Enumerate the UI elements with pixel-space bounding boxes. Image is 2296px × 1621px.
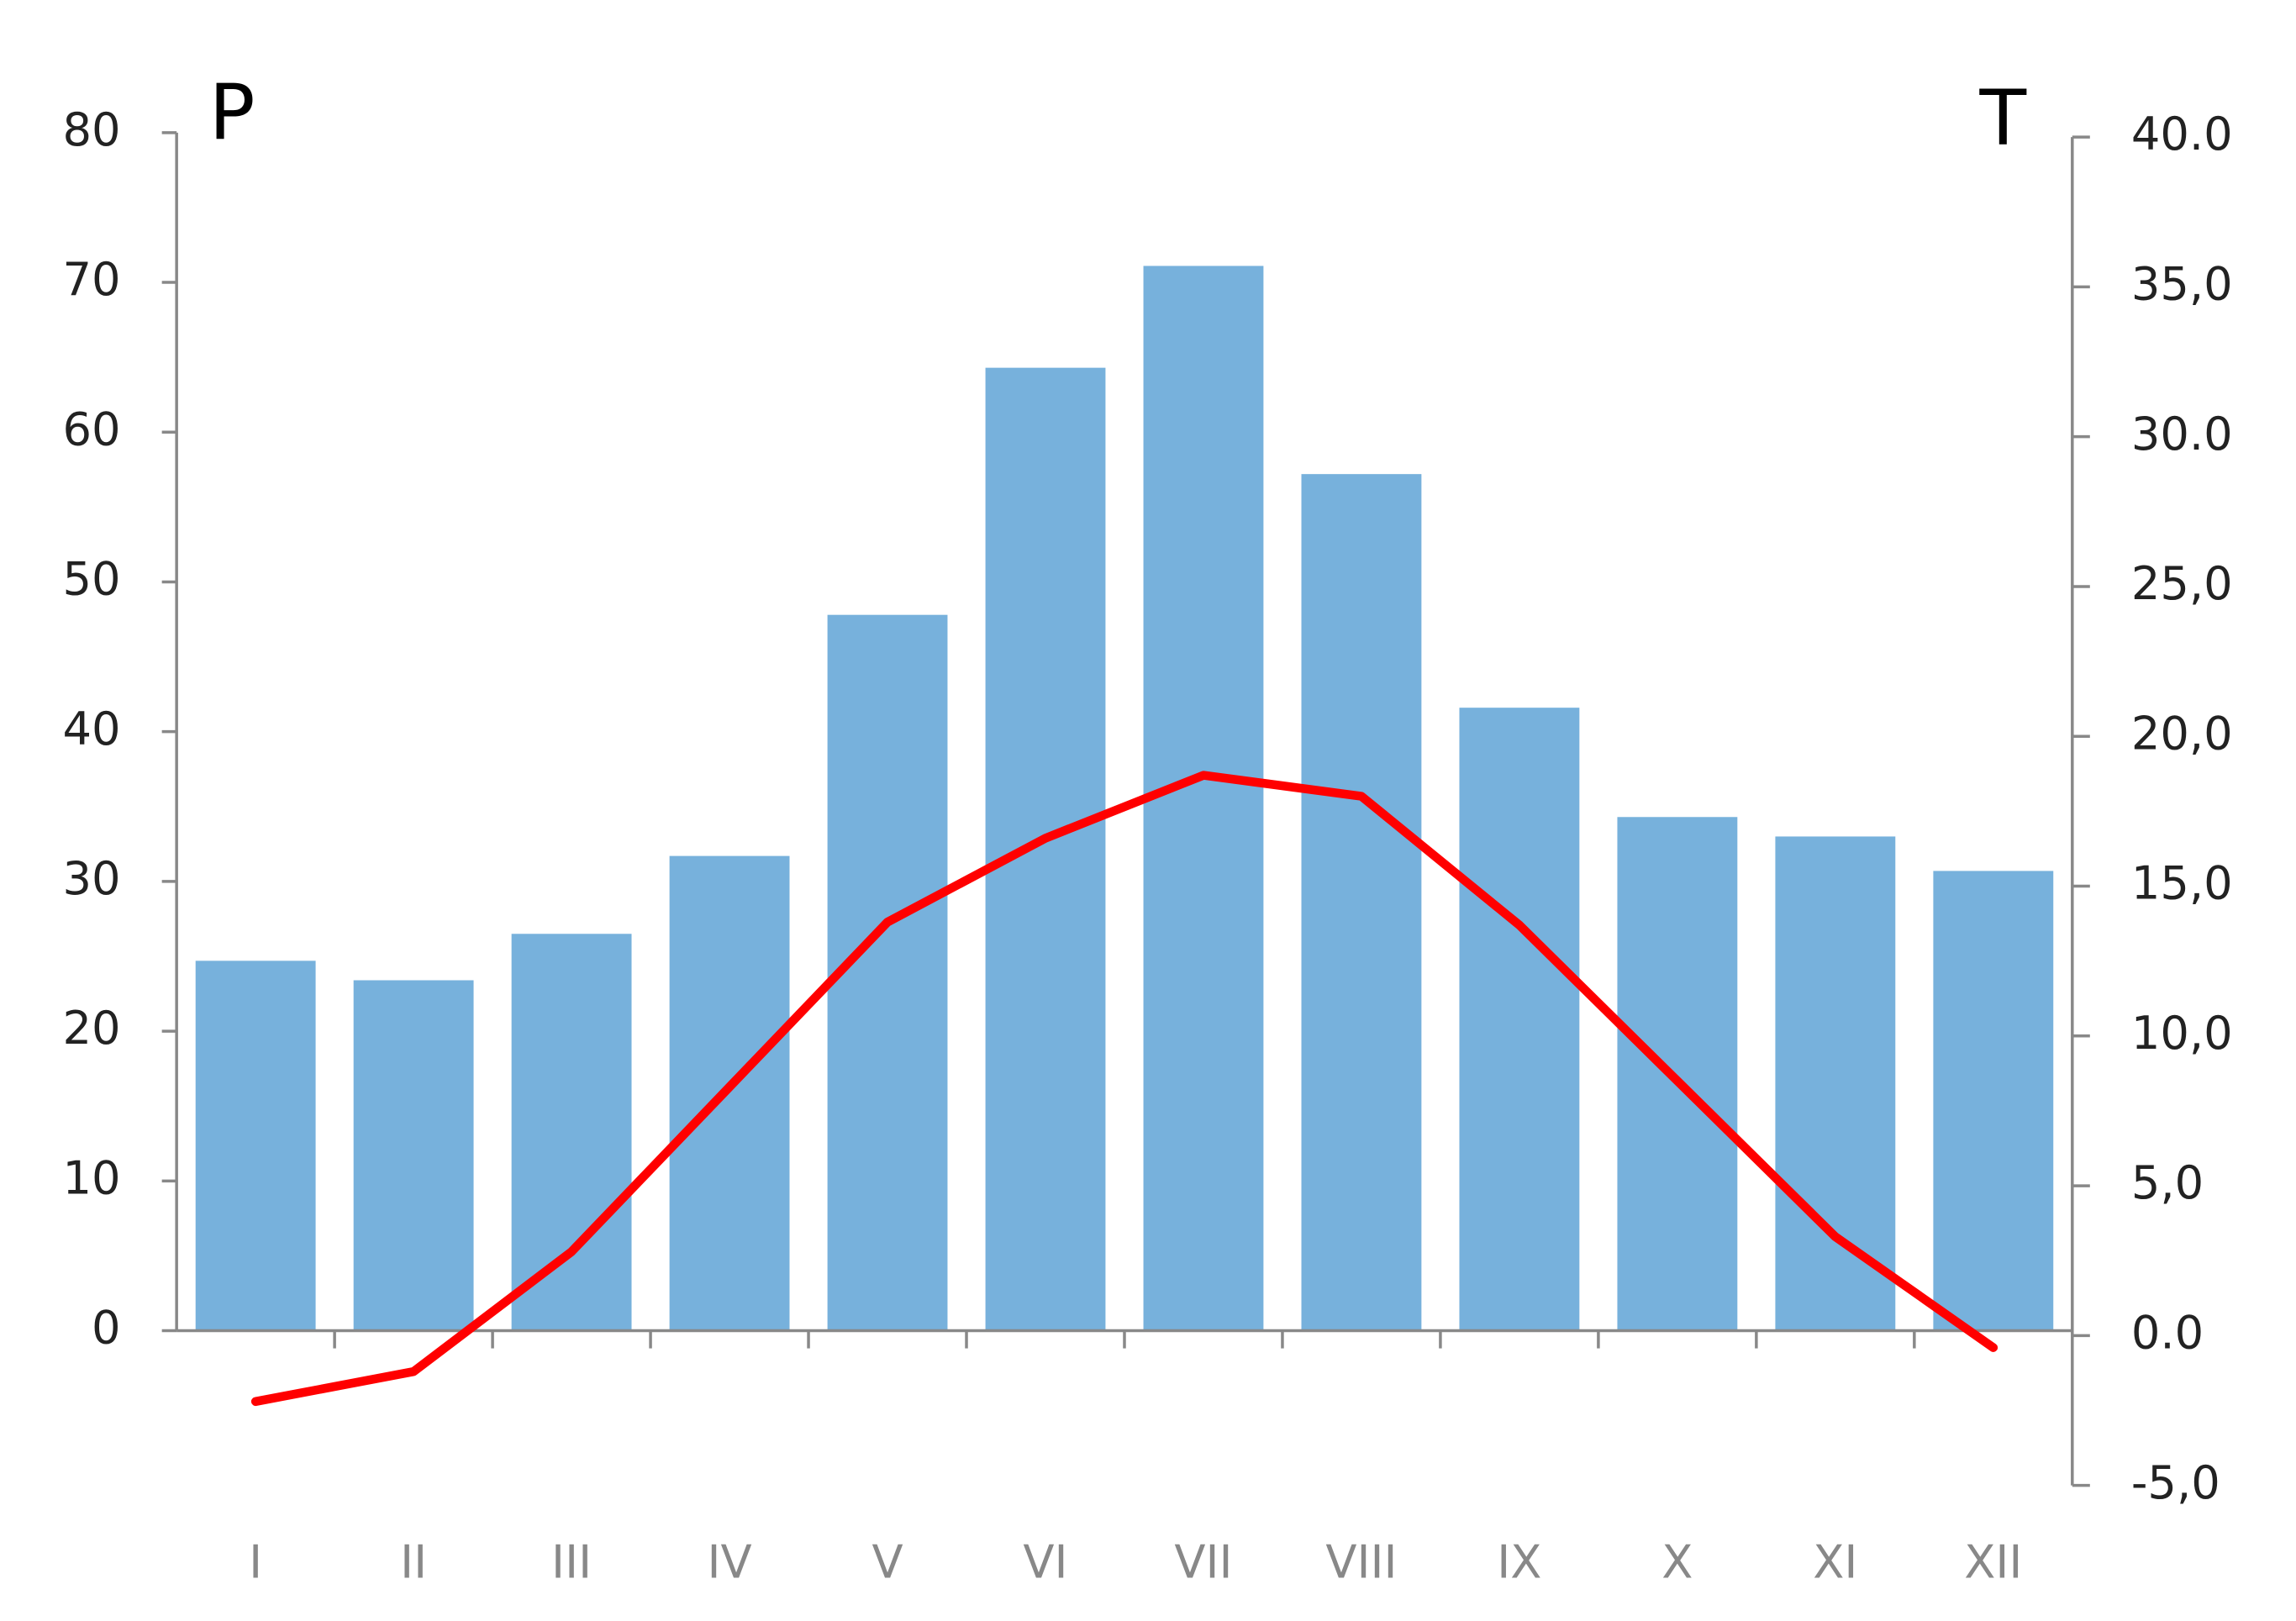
bar	[1143, 266, 1264, 1331]
y2-tick-label: 20,0	[2131, 707, 2233, 760]
y2-tick-label: 40.0	[2131, 108, 2233, 161]
bar	[985, 367, 1106, 1331]
y-tick-label: 60	[63, 403, 121, 455]
y2-tick-label: 5,0	[2131, 1156, 2204, 1209]
x-tick-label: X	[1661, 1535, 1693, 1588]
y-tick-label: 70	[63, 253, 121, 306]
x-tick-label: XII	[1964, 1535, 2022, 1588]
y2-tick-label: 0.0	[2131, 1306, 2204, 1359]
bar	[1775, 836, 1896, 1331]
x-tick-label: IX	[1497, 1535, 1541, 1588]
y-tick-label: 80	[63, 103, 121, 156]
bar	[353, 980, 474, 1331]
bar	[511, 934, 632, 1331]
y2-tick-label: -5,0	[2131, 1456, 2220, 1509]
bar	[1301, 474, 1422, 1331]
bar	[827, 614, 948, 1331]
bar	[669, 855, 790, 1331]
y2-tick-label: 35,0	[2131, 257, 2233, 310]
bar	[195, 960, 316, 1331]
y-tick-label: 40	[63, 703, 121, 755]
x-tick-label: I	[249, 1535, 262, 1588]
x-tick-label: VI	[1023, 1535, 1067, 1588]
x-tick-label: XI	[1813, 1535, 1857, 1588]
y2-tick-label: 10,0	[2131, 1007, 2233, 1060]
y-tick-label: 30	[63, 852, 121, 905]
y-axis-label: P	[209, 68, 255, 157]
bar	[1459, 708, 1580, 1331]
x-tick-label: VIII	[1325, 1535, 1397, 1588]
y2-tick-label: 30.0	[2131, 408, 2233, 461]
bar	[1617, 817, 1738, 1331]
x-tick-label: V	[872, 1535, 903, 1588]
x-tick-label: II	[400, 1535, 427, 1588]
y2-tick-label: 25,0	[2131, 557, 2233, 610]
y2-axis-label: T	[1978, 74, 2026, 163]
y-tick-label: 10	[63, 1151, 121, 1204]
temperature-line	[250, 771, 1998, 1407]
bar	[1933, 871, 2054, 1331]
x-tick-label: IV	[707, 1535, 751, 1588]
y2-tick-label: 15,0	[2131, 857, 2233, 910]
y-tick-label: 20	[63, 1002, 121, 1055]
y-tick-label: 50	[63, 553, 121, 606]
x-tick-label: VII	[1174, 1535, 1232, 1588]
x-tick-label: III	[551, 1535, 592, 1588]
y-tick-label: 0	[92, 1302, 121, 1355]
